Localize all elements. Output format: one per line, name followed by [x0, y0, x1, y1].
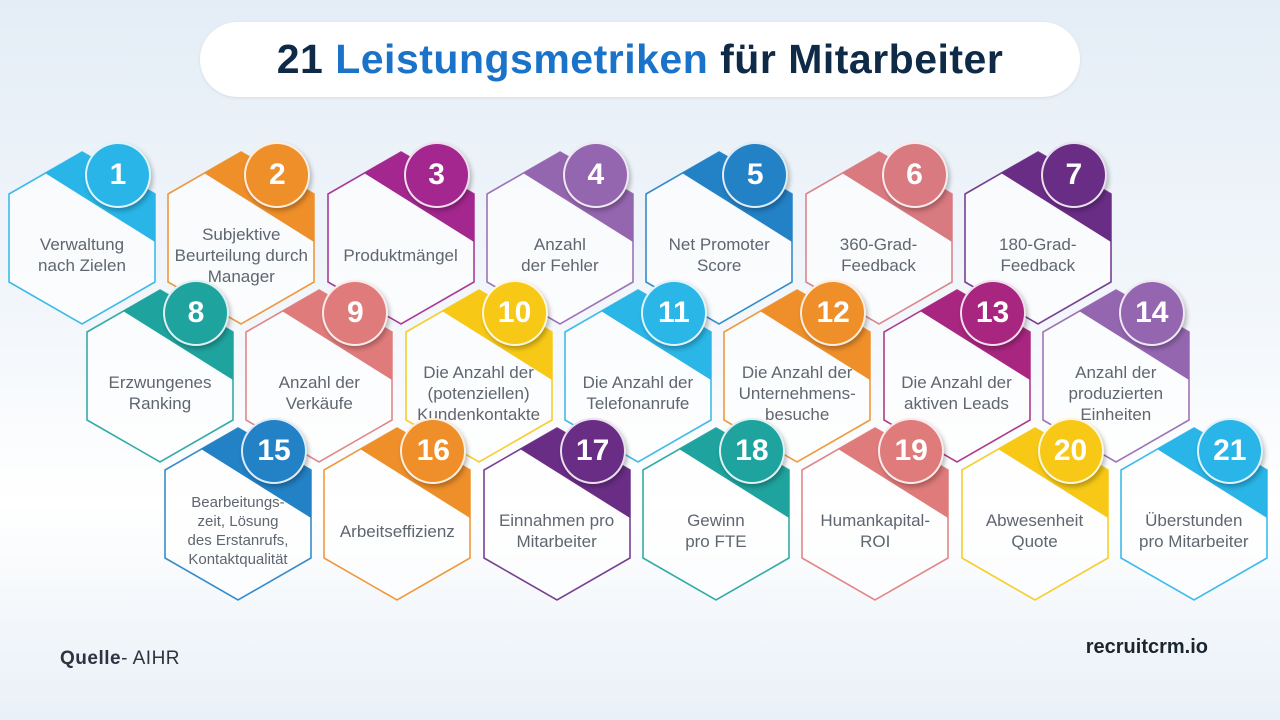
title-banner: 21 Leistungsmetriken für Mitarbeiter — [200, 22, 1080, 97]
metric-number-badge: 2 — [244, 142, 311, 208]
metric-label: Bearbeitungs- zeit, Lösung des Erstanruf… — [187, 494, 289, 568]
metric-number-badge: 8 — [163, 280, 229, 346]
metric-hexagon-19: 19 Humankapital- ROI — [800, 418, 950, 602]
metric-hexagon-18: 18 Gewinn pro FTE — [641, 418, 791, 602]
metric-label: Anzahl der Fehler — [521, 235, 599, 275]
metric-number-badge: 17 — [559, 418, 626, 484]
metric-label: Abwesenheit Quote — [985, 511, 1084, 551]
source-value: - AIHR — [121, 648, 181, 669]
metric-label: Erzwungenes Ranking — [108, 373, 212, 413]
metric-hexagon-13: 13 Die Anzahl der aktiven Leads — [882, 280, 1032, 464]
metric-number-badge: 18 — [718, 418, 785, 484]
metric-label: 360-Grad- Feedback — [839, 235, 918, 275]
metric-number-badge: 3 — [403, 142, 470, 208]
metric-number-badge: 5 — [722, 142, 789, 208]
metric-hexagon-16: 16 Arbeitseffizienz — [322, 418, 472, 602]
metric-number-badge: 13 — [959, 280, 1026, 346]
source-label: Quelle — [60, 648, 122, 669]
metric-label: Die Anzahl der aktiven Leads — [901, 373, 1012, 413]
metric-number-badge: 6 — [881, 142, 948, 208]
brand-logo-text: recruitcrm.io — [1085, 636, 1208, 658]
metric-number-badge: 15 — [241, 418, 307, 484]
metric-hexagon-15: 15 Bearbeitungs- zeit, Lösung des Erstanr… — [163, 418, 313, 602]
title-rest: für Mitarbeiter — [720, 36, 1004, 82]
metric-label: Net Promoter Score — [668, 235, 770, 275]
metric-label: Die Anzahl der (potenziellen) Kundenkont… — [417, 362, 541, 424]
metric-label: Die Anzahl der Telefonanrufe — [582, 373, 694, 413]
metric-label: Anzahl der Verkäufe — [278, 373, 360, 413]
metric-number-badge: 7 — [1040, 142, 1107, 208]
metric-number-badge: 14 — [1118, 280, 1185, 346]
metric-label: Verwaltung nach Zielen — [38, 235, 126, 275]
metric-number-badge: 11 — [640, 280, 707, 346]
metric-number-badge: 12 — [800, 280, 867, 346]
metric-hexagon-12: 12 Die Anzahl der Unternehmens- besuche — [722, 280, 872, 464]
metric-label: 180-Grad- Feedback — [999, 235, 1077, 275]
metric-label: Einnahmen pro Mitarbeiter — [498, 511, 615, 551]
metric-label: Anzahl der produzierten Einheiten — [1068, 362, 1164, 424]
source-credit: Quelle- AIHR — [60, 648, 180, 670]
metric-number-badge: 20 — [1037, 418, 1104, 484]
metric-number-badge: 10 — [481, 280, 548, 346]
title-highlight: Leistungsmetriken — [335, 36, 709, 82]
metric-number-badge: 21 — [1196, 418, 1263, 484]
metric-hexagon-8: 8 Erzwungenes Ranking — [85, 280, 235, 464]
page-title: 21 Leistungsmetriken für Mitarbeiter — [277, 36, 1004, 83]
metric-label: Humankapital- ROI — [820, 511, 930, 551]
metric-label: Produktmängel — [343, 245, 458, 265]
metric-hexagon-20: 20 Abwesenheit Quote — [960, 418, 1110, 602]
metric-label: Arbeitseffizienz — [339, 521, 455, 541]
metric-number-badge: 9 — [322, 280, 389, 346]
metric-hexagon-1: 1 Verwaltung nach Zielen — [7, 142, 157, 326]
metric-number-badge: 1 — [85, 142, 151, 208]
metric-number-badge: 19 — [878, 418, 945, 484]
metric-label: Überstunden pro Mitarbeiter — [1138, 511, 1249, 551]
metric-label: Subjektive Beurteilung durch Manager — [174, 224, 308, 286]
metric-hexagon-21: 21 Überstunden pro Mitarbeiter — [1119, 418, 1269, 602]
metric-hexagon-2: 2 Subjektive Beurteilung durch Manager — [166, 142, 316, 326]
metric-hexagon-17: 17 Einnahmen pro Mitarbeiter — [482, 418, 632, 602]
title-number: 21 — [276, 36, 324, 82]
metric-number-badge: 4 — [562, 142, 629, 208]
metric-number-badge: 16 — [400, 418, 467, 484]
metric-label: Gewinn pro FTE — [685, 511, 747, 551]
metric-label: Die Anzahl der Unternehmens- besuche — [738, 362, 856, 424]
